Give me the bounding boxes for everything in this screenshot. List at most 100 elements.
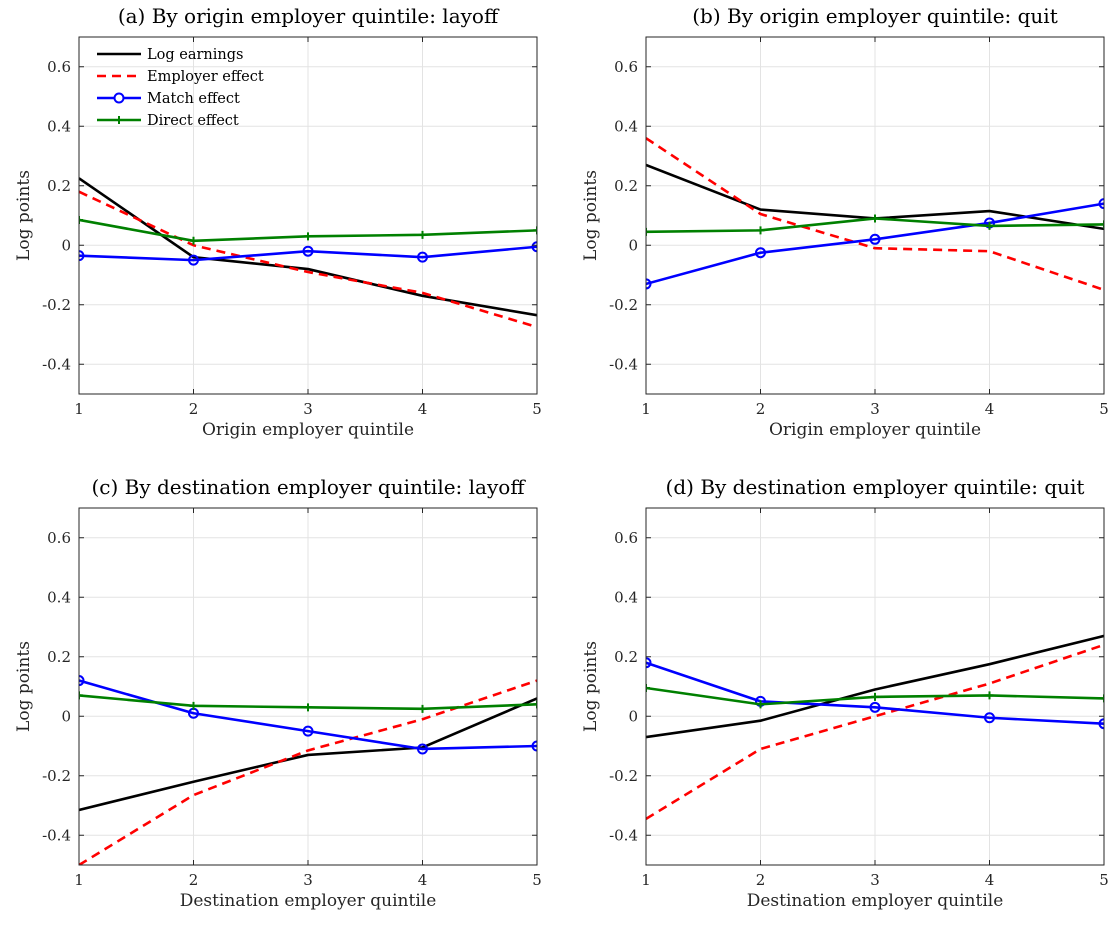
data-point-match-effect	[79, 250, 85, 262]
x-tick-label: 2	[756, 400, 766, 418]
data-point-match-effect	[646, 278, 652, 290]
data-point-direct-effect	[533, 700, 537, 709]
x-tick-label: 2	[189, 400, 199, 418]
series-group	[646, 634, 1104, 820]
series-line-match-effect	[646, 202, 1104, 286]
x-axis-label: Origin employer quintile	[769, 420, 981, 440]
x-tick-label: 3	[870, 871, 880, 889]
y-tick-label: -0.2	[42, 767, 71, 785]
y-axis-label: Log points	[14, 170, 34, 261]
y-tick-label: 0	[61, 236, 71, 254]
series-group	[79, 177, 537, 329]
data-point-direct-effect	[189, 236, 198, 245]
y-tick-label: 0	[61, 707, 71, 725]
series-line-employer-effect	[646, 643, 1104, 820]
y-tick-label: 0	[628, 707, 638, 725]
x-tick-label: 1	[641, 871, 651, 889]
x-tick-label: 1	[641, 400, 651, 418]
data-point-direct-effect	[1100, 694, 1104, 703]
x-axis-label: Destination employer quintile	[180, 891, 437, 911]
data-point-match-effect	[1098, 198, 1104, 210]
data-point-direct-effect	[646, 683, 650, 692]
x-tick-label: 4	[418, 400, 428, 418]
data-point-direct-effect	[985, 691, 994, 700]
data-point-match-effect	[302, 725, 314, 737]
x-tick-label: 4	[985, 400, 995, 418]
panel-d: 1 2 3 4 5 -0.4 -0.2 0 0.2 0.4 0.6 (d) By destinatio…	[581, 475, 1109, 911]
data-point-match-effect	[869, 233, 881, 245]
panel-a: 1 2 3 4 5 -0.4 -0.2 0 0.2 0.4 0.6 (a) By origin emp…	[14, 4, 542, 440]
legend: Log earnings Employer effect Match effect D…	[97, 47, 264, 129]
y-tick-label: -0.4	[609, 355, 638, 373]
y-tick-label: -0.2	[609, 767, 638, 785]
series-line-log-earnings	[79, 697, 537, 812]
series-line-log-earnings	[79, 177, 537, 317]
y-tick-label: -0.2	[609, 296, 638, 314]
y-tick-label: -0.2	[42, 296, 71, 314]
x-tick-label: 3	[870, 400, 880, 418]
series-line-employer-effect	[646, 137, 1104, 292]
legend-marker-match-effect	[113, 92, 125, 104]
y-tick-label: 0.6	[614, 58, 638, 76]
data-point-match-effect	[302, 245, 314, 257]
data-point-direct-effect	[646, 227, 650, 236]
series-line-log-earnings	[646, 634, 1104, 739]
x-tick-label: 4	[985, 871, 995, 889]
x-tick-label: 3	[303, 400, 313, 418]
series-line-employer-effect	[79, 679, 537, 865]
data-point-direct-effect	[304, 703, 312, 712]
data-point-match-effect	[984, 712, 995, 724]
data-point-match-effect	[417, 251, 428, 263]
y-tick-label: 0.2	[47, 648, 71, 666]
data-point-match-effect	[188, 254, 199, 266]
y-tick-label: -0.4	[42, 826, 71, 844]
y-tick-label: 0.4	[47, 117, 71, 135]
data-point-direct-effect	[871, 214, 879, 223]
data-point-match-effect	[79, 675, 85, 687]
data-point-direct-effect	[533, 226, 537, 235]
y-tick-label: 0	[628, 236, 638, 254]
y-tick-label: 0.2	[47, 177, 71, 195]
data-point-match-effect	[531, 241, 537, 253]
y-axis-label: Log points	[581, 641, 601, 732]
y-axis-label: Log points	[581, 170, 601, 261]
data-point-direct-effect	[756, 700, 765, 709]
data-point-match-effect	[646, 657, 652, 669]
y-tick-label: -0.4	[609, 826, 638, 844]
panel-b: 1 2 3 4 5 -0.4 -0.2 0 0.2 0.4 0.6 (b) By origin emp…	[581, 4, 1109, 440]
x-tick-label: 5	[532, 400, 542, 418]
data-point-direct-effect	[871, 692, 879, 701]
x-tick-label: 2	[189, 871, 199, 889]
data-point-match-effect	[869, 701, 881, 713]
series-line-match-effect	[79, 245, 537, 262]
panel-title: (d) By destination employer quintile: qu…	[666, 475, 1085, 499]
y-tick-label: 0.2	[614, 177, 638, 195]
data-point-direct-effect	[985, 221, 994, 230]
data-point-match-effect	[1098, 718, 1104, 730]
panel-title: (a) By origin employer quintile: layoff	[118, 4, 500, 28]
legend-label-log-earnings: Log earnings	[147, 47, 243, 63]
legend-marker-direct-effect	[115, 116, 123, 124]
y-tick-label: 0.2	[614, 648, 638, 666]
y-tick-label: 0.6	[614, 529, 638, 547]
legend-label-employer-effect: Employer effect	[147, 69, 264, 85]
data-point-match-effect	[755, 247, 766, 259]
y-tick-label: 0.4	[47, 588, 71, 606]
data-point-match-effect	[531, 740, 537, 752]
data-point-direct-effect	[1100, 220, 1104, 229]
y-tick-label: 0.4	[614, 117, 638, 135]
x-tick-label: 5	[1099, 400, 1109, 418]
data-point-direct-effect	[418, 704, 427, 713]
series-line-match-effect	[646, 661, 1104, 725]
data-point-direct-effect	[189, 701, 198, 710]
series-group	[646, 137, 1104, 292]
panel-c: 1 2 3 4 5 -0.4 -0.2 0 0.2 0.4 0.6 (c) By destinatio…	[14, 475, 542, 911]
data-point-direct-effect	[756, 226, 765, 235]
x-tick-label: 2	[756, 871, 766, 889]
x-tick-label: 1	[74, 871, 84, 889]
x-tick-label: 5	[1099, 871, 1109, 889]
data-point-direct-effect	[418, 230, 427, 239]
data-point-direct-effect	[304, 232, 312, 241]
y-tick-label: 0.6	[47, 529, 71, 547]
